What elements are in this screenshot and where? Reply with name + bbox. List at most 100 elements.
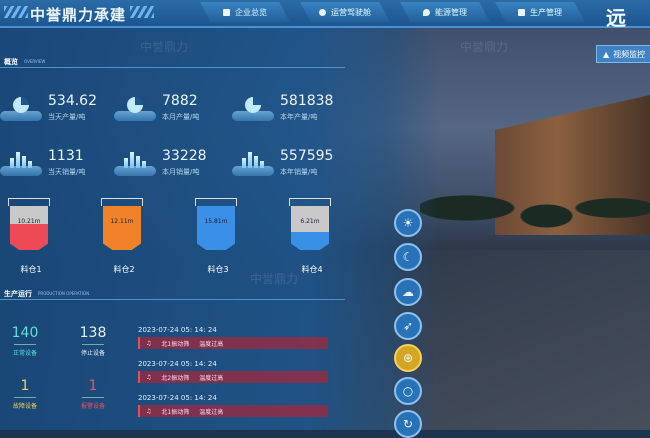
refresh-button[interactable]: ↻ (394, 410, 422, 438)
rotate-icon: ○ (402, 384, 414, 398)
moon-icon: ☾ (402, 250, 414, 264)
globe-button[interactable]: ⊕ (394, 344, 422, 372)
alarm-message: 温度过高 (199, 374, 224, 382)
watermark: 中誉鼎力 (140, 40, 189, 54)
bar-chart-icon (232, 152, 274, 178)
nav-enterprise[interactable]: 企业总览 (200, 2, 290, 22)
count-stopped: 138 停止设备 (68, 325, 118, 357)
stat-day-production: 534.62 当天产量/吨 (0, 93, 110, 133)
alarm-message: 温度过高 (199, 340, 224, 348)
silo-fill (291, 232, 329, 250)
sunrise-button[interactable]: ☀ (394, 209, 422, 237)
stat-year-production: 581838 本年产量/吨 (232, 93, 342, 133)
stat-value: 557595 (280, 148, 334, 164)
bell-icon: ♫ (146, 407, 152, 415)
stat-value: 534.62 (48, 93, 97, 109)
top-header: 中誉鼎力承建 企业总览 运营驾驶舱 能源管理 生产管理 远 (0, 0, 650, 30)
bird-icon: ➶ (402, 319, 414, 333)
bell-icon: ♫ (146, 339, 152, 347)
bar-chart-icon (114, 152, 156, 178)
refresh-icon: ↻ (402, 417, 414, 431)
camera-icon: ▲ (603, 49, 610, 59)
pie-icon (114, 97, 156, 123)
silo-2[interactable]: 12.11m 料仓2 (101, 198, 143, 274)
count-label: 停止设备 (80, 350, 105, 357)
silo-name: 料仓2 (113, 265, 135, 274)
nav-label: 运营驾驶舱 (331, 7, 371, 17)
silo-name: 料仓4 (301, 265, 323, 274)
watermark: 中誉鼎力 (250, 272, 299, 286)
stat-day-sales: 1131 当天销量/吨 (0, 148, 110, 188)
nav-operations[interactable]: 运营驾驶舱 (300, 2, 390, 22)
count-value: 138 (79, 325, 107, 341)
night-button[interactable]: ☾ (394, 243, 422, 271)
operation-section-header: 生产运行 PRODUCTION OPERATION (0, 288, 345, 300)
stat-month-production: 7882 本月产量/吨 (114, 93, 224, 133)
silo-fill (10, 223, 48, 250)
watermark: 中誉鼎力 (460, 40, 509, 54)
alarm-item[interactable]: 2023-07-24 05: 14: 24 ♫ 北1振动筛 温度过高 (138, 326, 328, 349)
alarm-device: 北1振动筛 (161, 340, 190, 348)
decor-stripes (130, 6, 154, 18)
section-subtitle: OVERVIEW (24, 59, 46, 64)
silo-3[interactable]: 15.81m 料仓3 (195, 198, 237, 274)
count-fault: 1 故障设备 (0, 378, 50, 410)
silo-4[interactable]: 6.21m 料仓4 (289, 198, 331, 274)
section-subtitle: PRODUCTION OPERATION (38, 291, 90, 296)
drop-icon (423, 8, 430, 16)
silo-1[interactable]: 10.21m 料仓1 (8, 198, 50, 274)
silo-level: 12.11m (110, 218, 134, 225)
video-monitor-button[interactable]: ▲ 视频监控 (596, 45, 650, 63)
sunrise-icon: ☀ (402, 216, 414, 230)
trees (420, 160, 650, 240)
cloud-icon: ☁ (402, 285, 414, 299)
nav-production[interactable]: 生产管理 (495, 2, 585, 22)
decor-stripes (4, 6, 28, 18)
shield-icon (319, 8, 326, 16)
alarm-time: 2023-07-24 05: 14: 24 (138, 326, 217, 334)
button-label: 视频监控 (613, 49, 646, 59)
count-value: 1 (20, 378, 30, 394)
stat-label: 本月销量/吨 (162, 168, 200, 176)
stat-value: 7882 (162, 93, 198, 109)
nav-label: 能源管理 (435, 7, 467, 17)
stat-value: 581838 (280, 93, 334, 109)
silo-fill (197, 206, 235, 250)
bird-button[interactable]: ➶ (394, 312, 422, 340)
globe-icon: ⊕ (402, 351, 414, 365)
alarm-time: 2023-07-24 05: 14: 24 (138, 394, 217, 402)
silo-level: 10.21m (17, 218, 41, 225)
alarm-item[interactable]: 2023-07-24 05: 14: 24 ♫ 北1振动筛 温度过高 (138, 394, 328, 417)
nav-energy[interactable]: 能源管理 (400, 2, 490, 22)
cloud-button[interactable]: ☁ (394, 278, 422, 306)
nav-label: 企业总览 (235, 7, 267, 17)
count-alarm: 1 报警设备 (68, 378, 118, 410)
overview-section-header: 概览 OVERVIEW (0, 56, 345, 68)
stat-label: 本年产量/吨 (280, 113, 318, 121)
stat-month-sales: 33228 本月销量/吨 (114, 148, 224, 188)
alarm-device: 北2振动筛 (161, 374, 190, 382)
silo-name: 料仓3 (207, 265, 229, 274)
pie-icon (232, 97, 274, 123)
bar-chart-icon (0, 152, 42, 178)
page-title-partial: 远 (606, 6, 626, 30)
stat-label: 本月产量/吨 (162, 113, 200, 121)
stat-year-sales: 557595 本年销量/吨 (232, 148, 342, 188)
bell-icon: ♫ (146, 373, 152, 381)
count-label: 故障设备 (12, 403, 37, 410)
pie-icon (0, 97, 42, 123)
alarm-time: 2023-07-24 05: 14: 24 (138, 360, 217, 368)
count-value: 1 (88, 378, 98, 394)
stat-value: 33228 (162, 148, 207, 164)
count-label: 正常设备 (12, 350, 37, 357)
section-title: 概览 (4, 57, 18, 66)
stat-label: 当天产量/吨 (48, 113, 86, 121)
stat-label: 本年销量/吨 (280, 168, 318, 176)
rotate-button[interactable]: ○ (394, 377, 422, 405)
count-label: 报警设备 (80, 403, 105, 410)
brand-title: 中誉鼎力承建 (30, 6, 127, 24)
silo-level: 6.21m (300, 218, 320, 225)
alarm-item[interactable]: 2023-07-24 05: 14: 24 ♫ 北2振动筛 温度过高 (138, 360, 328, 383)
stat-label: 当天销量/吨 (48, 168, 86, 176)
section-title: 生产运行 (4, 289, 32, 298)
